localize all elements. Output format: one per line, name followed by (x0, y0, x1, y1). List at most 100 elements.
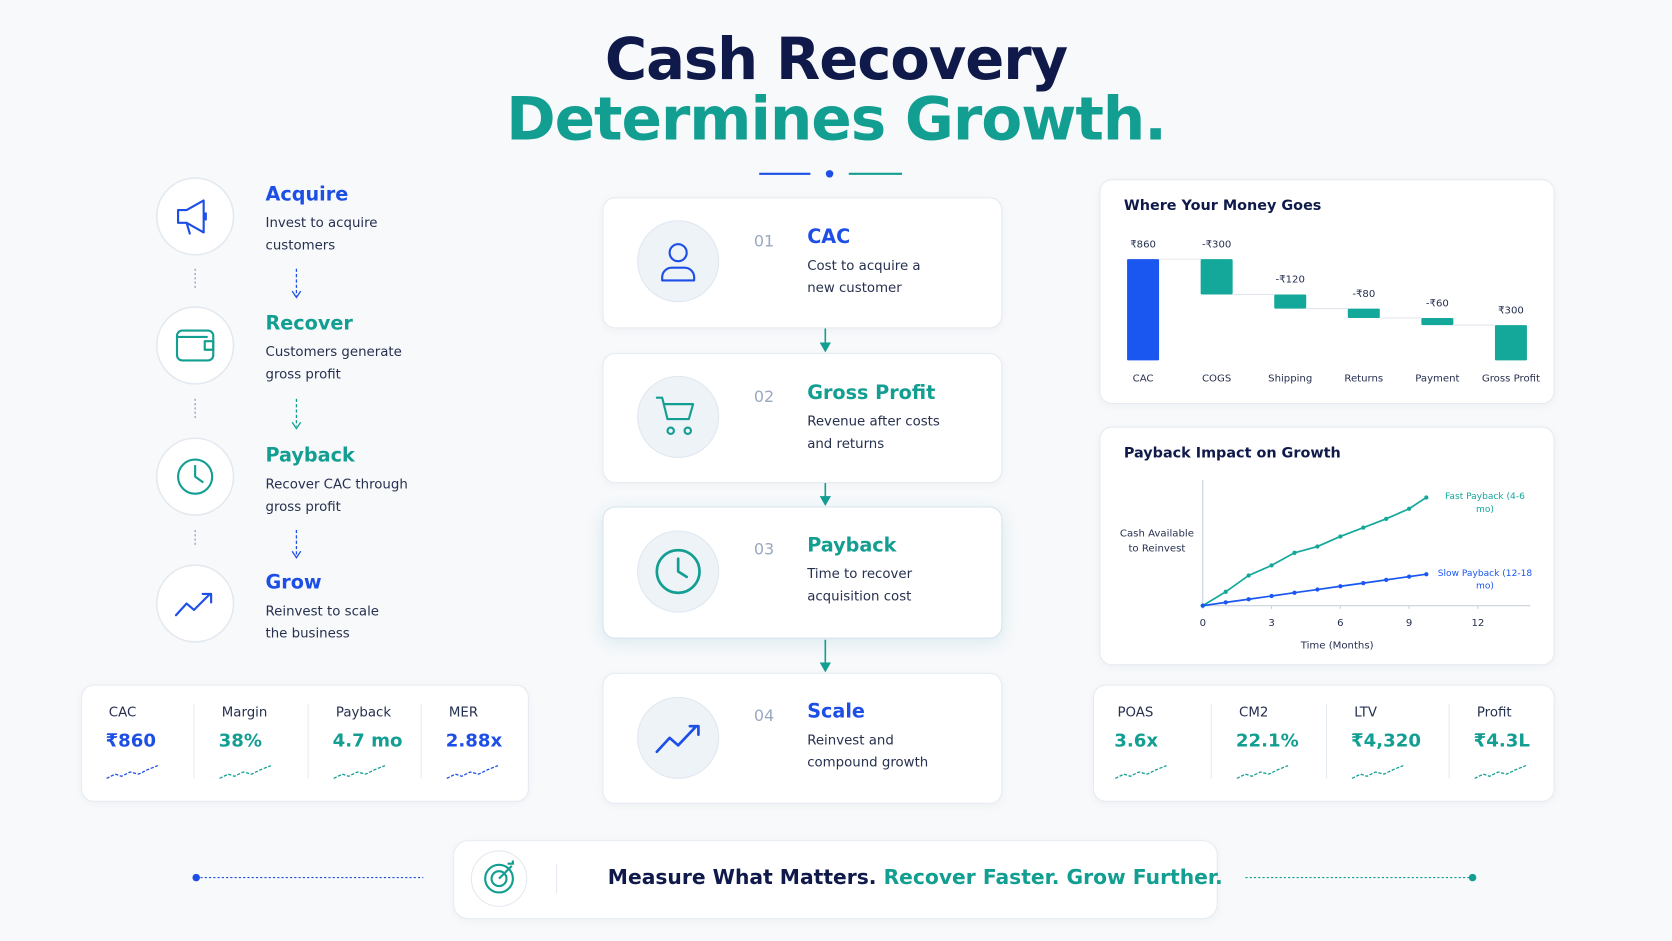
point (1246, 597, 1251, 602)
step-desc: Revenue after costs and returns (807, 412, 940, 452)
sparkline (1474, 765, 1527, 779)
y-axis-label: Cash Available to Reinvest (1119, 527, 1194, 555)
point (1269, 593, 1274, 599)
divider-dot (825, 170, 834, 178)
bar (1421, 318, 1454, 326)
center-step: 02 (754, 386, 774, 406)
point (1384, 516, 1389, 521)
point (1338, 584, 1343, 589)
x-tick-label: 6 (1337, 618, 1343, 629)
point (1361, 581, 1366, 586)
kpi-value: ₹4.3L (1473, 730, 1530, 752)
center-step: Gross Profit Revenue after costs and retu… (807, 382, 946, 455)
center-step: CAC Cost to acquire a new customer (807, 226, 935, 299)
kpi-value: ₹860 (105, 730, 157, 752)
left-step: Acquire Invest to acquire customers (266, 183, 437, 256)
point (1424, 495, 1429, 500)
point (1406, 506, 1412, 511)
point (1200, 603, 1205, 608)
point (1292, 590, 1297, 595)
chart-title: Where Your Money Goes (1124, 198, 1322, 214)
kpi-value: 2.88x (445, 730, 503, 752)
step-number: 04 (753, 705, 775, 726)
sparkline (1115, 765, 1167, 779)
bar (1127, 259, 1160, 361)
x-axis-label: Time (Months) (1300, 640, 1374, 651)
point (1269, 563, 1274, 568)
step-desc: Recover CAC through gross profit (265, 475, 408, 514)
point (1384, 577, 1389, 582)
kpi-label: Payback (335, 703, 392, 720)
category-label: Returns (1344, 374, 1383, 385)
left-step: Payback Recover CAC through gross profit (266, 445, 426, 518)
point (1246, 573, 1251, 578)
value-label: -₹60 (1426, 298, 1449, 309)
bar (1200, 259, 1233, 295)
left-glyphs (174, 199, 215, 617)
center-step: Payback Time to recover acquisition cost (807, 534, 924, 607)
point (1361, 525, 1366, 530)
category-label: CAC (1133, 374, 1154, 385)
point (1223, 589, 1228, 594)
center-step: 03 (754, 538, 774, 559)
title-line2: Determines Growth. (506, 85, 1167, 155)
point (1338, 534, 1343, 539)
bar (1494, 325, 1527, 361)
chart-card (1099, 426, 1555, 666)
kpi-label: Margin (221, 703, 268, 720)
value-label: ₹300 (1498, 305, 1524, 316)
value-label: ₹860 (1130, 239, 1156, 250)
point (1292, 550, 1297, 555)
kpi-label: MER (448, 703, 479, 720)
kpi-card (1092, 684, 1555, 802)
step-desc: Time to recover acquisition cost (807, 565, 913, 604)
bar (1274, 294, 1307, 309)
footer-card (453, 840, 1218, 920)
left-step: Recover Customers generate gross profit (266, 312, 415, 385)
x-tick-label: 3 (1268, 618, 1274, 629)
step-desc: Customers generate gross profit (265, 343, 402, 382)
step-title: Gross Profit (807, 381, 936, 405)
kpi-card (81, 684, 529, 802)
kpi-value: 3.6x (1114, 730, 1159, 752)
category-label: Shipping (1268, 374, 1312, 385)
step-title: Payback (265, 444, 355, 468)
footer-text: Measure What Matters. Recover Faster. Gr… (608, 866, 1223, 889)
center-arrows (819, 328, 831, 673)
left-arrows (291, 268, 302, 559)
kpi-value: 22.1% (1235, 730, 1299, 752)
category-label: COGS (1202, 374, 1231, 385)
sparkline (106, 765, 159, 779)
series-label: Slow Payback (12-18 mo) (1437, 567, 1533, 592)
footer-dark: Measure What Matters. (607, 865, 877, 890)
point (1223, 600, 1228, 605)
step-title: Grow (265, 571, 322, 594)
value-label: -₹80 (1352, 289, 1375, 300)
center-step: Scale Reinvest and compound growth (807, 701, 935, 774)
sparkline (333, 765, 386, 779)
step-title: Payback (807, 534, 897, 557)
point (1315, 544, 1320, 549)
title-line1: Cash Recovery (604, 25, 1068, 93)
sparkline (219, 765, 272, 779)
chart-title: Payback Impact on Growth (1124, 445, 1341, 461)
step-desc: Invest to acquire customers (265, 214, 378, 253)
step-title: Acquire (265, 183, 349, 206)
point (1406, 574, 1412, 579)
sparkline (1236, 765, 1289, 779)
sparkline (446, 765, 499, 779)
step-title: Scale (807, 700, 865, 723)
kpi-label: Profit (1476, 703, 1512, 720)
footer-teal: Recover Faster. Grow Further. (883, 865, 1223, 890)
center-step: 01 (754, 230, 774, 250)
step-title: Recover (265, 312, 353, 335)
kpi-label: CM2 (1239, 703, 1269, 720)
value-label: -₹300 (1202, 239, 1231, 250)
kpi-value: ₹4,320 (1351, 730, 1421, 752)
